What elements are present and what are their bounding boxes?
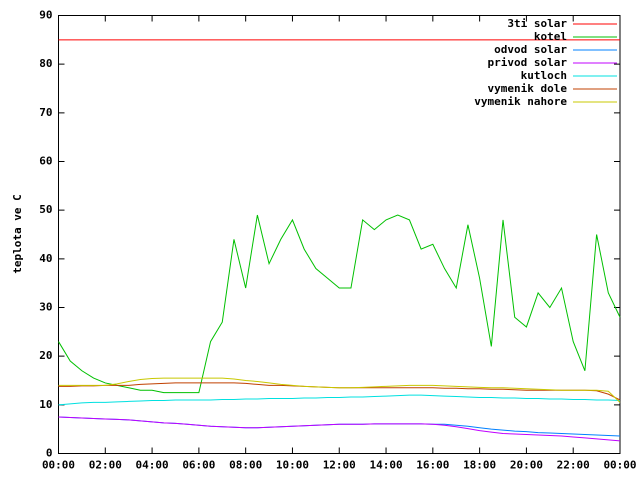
- legend-label: kotel: [534, 30, 567, 43]
- x-tick-label: 16:00: [416, 459, 449, 472]
- x-tick-label: 10:00: [276, 459, 309, 472]
- x-tick-label: 06:00: [182, 459, 215, 472]
- legend-label: privod solar: [488, 56, 568, 69]
- y-tick-label: 20: [39, 349, 52, 362]
- x-tick-label: 02:00: [89, 459, 122, 472]
- series-line: [58, 416, 621, 442]
- legend-label: vymenik dole: [488, 82, 568, 95]
- y-tick-label: 50: [39, 203, 52, 216]
- x-tick-label: 14:00: [369, 459, 402, 472]
- legend-label: kutloch: [521, 69, 567, 82]
- y-tick-label: 80: [39, 57, 52, 70]
- series-line: [58, 394, 621, 406]
- x-tick-label: 00:00: [42, 459, 75, 472]
- y-axis-label: teplota ve C: [11, 194, 24, 273]
- legend-label: 3ti solar: [507, 17, 567, 30]
- y-tick-label: 30: [39, 301, 52, 314]
- y-tick-label: 10: [39, 398, 52, 411]
- x-tick-label: 12:00: [323, 459, 356, 472]
- y-tick-label: 0: [46, 447, 53, 460]
- y-tick-label: 40: [39, 252, 52, 265]
- series-line: [58, 377, 621, 403]
- legend-label: odvod solar: [494, 43, 567, 56]
- x-tick-label: 08:00: [229, 459, 262, 472]
- y-tick-label: 70: [39, 106, 52, 119]
- series-line: [58, 214, 621, 394]
- legend-label: vymenik nahore: [474, 95, 567, 108]
- y-tick-label: 60: [39, 155, 52, 168]
- x-tick-label: 18:00: [463, 459, 496, 472]
- x-tick-label: 20:00: [510, 459, 543, 472]
- x-tick-label: 00:00: [603, 459, 636, 472]
- series-line: [58, 416, 621, 437]
- y-tick-label: 90: [39, 9, 52, 22]
- x-tick-label: 04:00: [136, 459, 169, 472]
- x-tick-label: 22:00: [557, 459, 590, 472]
